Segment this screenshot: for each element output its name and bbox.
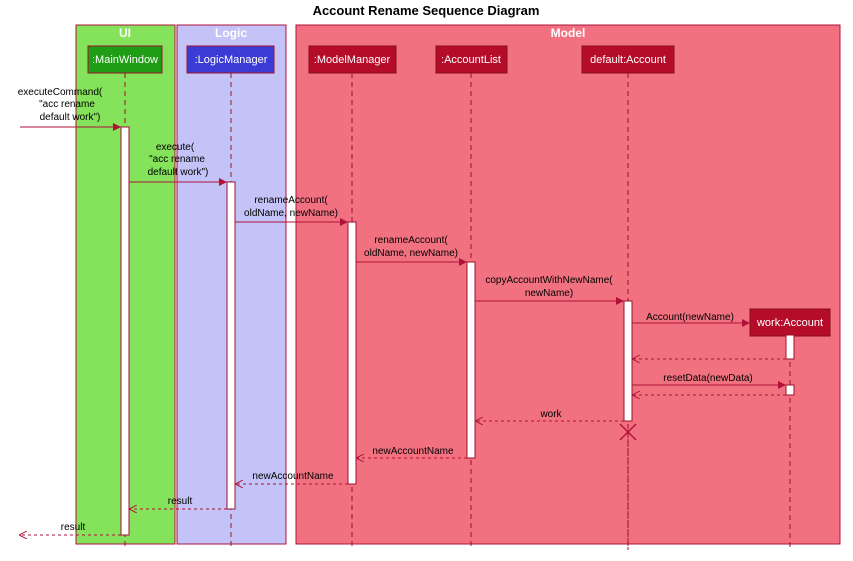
msg-executecommand-line3: default work") bbox=[40, 112, 101, 123]
msg-return-newaccountname-2: newAccountName bbox=[252, 471, 334, 482]
msg-execute-line2: "acc rename bbox=[149, 154, 205, 165]
msg-renameaccount2-line2: oldName, newName) bbox=[364, 248, 458, 259]
msg-renameaccount1-line2: oldName, newName) bbox=[244, 208, 338, 219]
activation-work-account-2 bbox=[785, 384, 795, 396]
msg-renameaccount2-line1: renameAccount( bbox=[374, 235, 448, 246]
participant-work-account-label: work:Account bbox=[756, 317, 823, 329]
participant-default-account-label: default:Account bbox=[590, 54, 666, 66]
activation-accountlist bbox=[466, 261, 476, 459]
msg-executecommand-line1: executeCommand( bbox=[18, 87, 103, 98]
activation-work-account-1 bbox=[785, 334, 795, 360]
destroy-icon bbox=[619, 423, 637, 441]
msg-return-newaccountname-1: newAccountName bbox=[372, 446, 454, 457]
activations bbox=[120, 126, 795, 536]
msg-return-result-2: result bbox=[61, 522, 86, 533]
participant-modelmanager-label: :ModelManager bbox=[314, 54, 391, 66]
participant-default-account: default:Account bbox=[581, 45, 675, 74]
msg-execute-line3: default work") bbox=[148, 167, 209, 178]
participant-mainwindow: :MainWindow bbox=[87, 45, 163, 74]
call-arrows bbox=[20, 123, 786, 389]
activation-default-account bbox=[623, 300, 633, 422]
msg-resetdata: resetData(newData) bbox=[663, 373, 752, 384]
activation-modelmanager bbox=[347, 221, 357, 485]
message-labels: executeCommand( "acc rename default work… bbox=[18, 87, 753, 533]
msg-return-result-1: result bbox=[168, 496, 193, 507]
participant-accountlist: :AccountList bbox=[435, 45, 508, 74]
participant-logicmanager: :LogicManager bbox=[186, 45, 275, 74]
return-arrows bbox=[20, 359, 786, 535]
lane-logic-title: Logic bbox=[215, 26, 247, 40]
participant-accountlist-label: :AccountList bbox=[441, 54, 501, 66]
activation-mainwindow bbox=[120, 126, 130, 536]
msg-execute-line1: execute( bbox=[156, 142, 195, 153]
msg-renameaccount1-line1: renameAccount( bbox=[254, 195, 328, 206]
lane-model-title: Model bbox=[551, 26, 586, 40]
msg-copyaccount-line1: copyAccountWithNewName( bbox=[485, 275, 613, 286]
participant-logicmanager-label: :LogicManager bbox=[195, 54, 268, 66]
msg-executecommand-line2: "acc rename bbox=[39, 99, 95, 110]
msg-account-new: Account(newName) bbox=[646, 312, 734, 323]
diagram-title: Account Rename Sequence Diagram bbox=[313, 3, 540, 18]
msg-return-work: work bbox=[539, 409, 562, 420]
activation-logicmanager bbox=[226, 181, 236, 510]
participant-work-account: work:Account bbox=[749, 308, 831, 337]
msg-copyaccount-line2: newName) bbox=[525, 288, 573, 299]
lane-ui-title: UI bbox=[119, 26, 131, 40]
participant-mainwindow-label: :MainWindow bbox=[92, 54, 158, 66]
participant-modelmanager: :ModelManager bbox=[308, 45, 397, 74]
